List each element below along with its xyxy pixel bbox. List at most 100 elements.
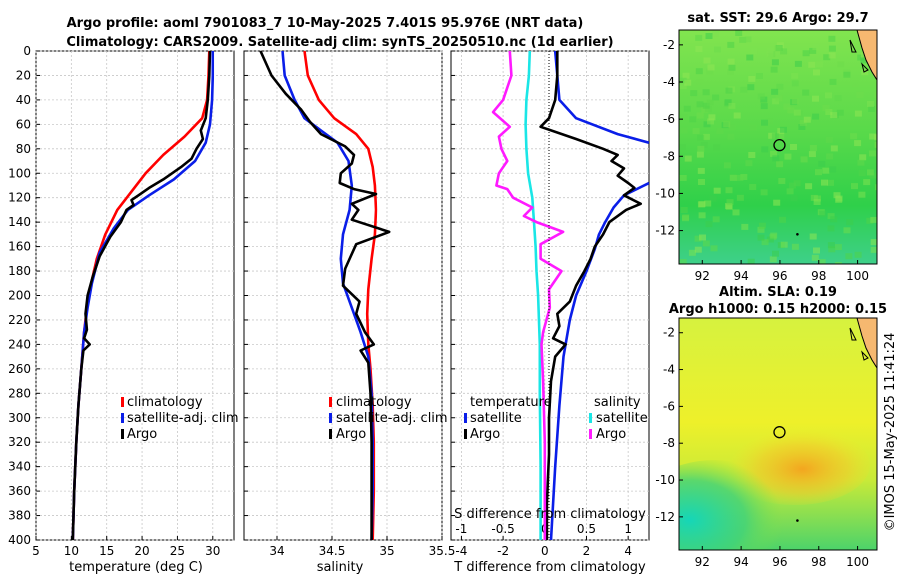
sst-texture-cell: [727, 68, 734, 75]
sst-texture-cell: [822, 167, 830, 174]
x-tick-label: 20: [134, 544, 149, 558]
sst-texture-cell: [825, 109, 833, 115]
sst-texture-cell: [766, 236, 774, 243]
sst-texture-cell: [690, 90, 698, 97]
sst-texture-cell: [800, 156, 808, 163]
sst-texture-cell: [703, 57, 711, 64]
map-y-tick-label: -2: [663, 38, 675, 52]
sst-texture-cell: [704, 200, 712, 207]
y-tick-label: 60: [16, 117, 31, 131]
sst-texture-cell: [766, 50, 774, 57]
sst-texture-cell: [740, 174, 748, 180]
x-tick-label: -4: [455, 544, 467, 558]
sst-texture-cell: [834, 262, 842, 264]
sst-texture-cell: [776, 161, 784, 168]
y-tick-label: 340: [8, 460, 31, 474]
map-y-tick-label: -8: [663, 436, 675, 450]
sst-texture-cell: [851, 183, 858, 190]
sst-texture-cell: [770, 232, 778, 239]
legend-swatch-climatology: [121, 397, 124, 407]
x-tick-label: 34: [269, 544, 284, 558]
small-island-dot: [796, 232, 799, 236]
sst-texture-cell: [771, 59, 779, 66]
sla-map: Altim. SLA: 0.19 Argo h1000: 0.15 h2000:…: [655, 285, 887, 569]
sst-texture-cell: [778, 178, 786, 184]
sst-texture-cell: [780, 48, 788, 55]
map-y-tick-label: -10: [655, 473, 675, 487]
sst-texture-cell: [766, 47, 774, 54]
sst-texture-cell: [809, 145, 817, 151]
temperature-panel: 0 20 40 60 80 100 120 140 160 180 200 220 240 260 280 3…: [8, 44, 239, 575]
legend-swatch-satellite: [329, 413, 332, 423]
map-x-tick-label: 96: [772, 555, 787, 569]
sst-texture-cell: [766, 118, 773, 125]
top-x-tick-label: 0.5: [577, 522, 596, 536]
sst-texture-cell: [736, 174, 744, 181]
legend-label-climatology: climatology: [127, 395, 203, 410]
small-island-dot: [796, 519, 799, 522]
temperature-xlabel: temperature (deg C): [69, 560, 203, 575]
y-tick-label: 200: [8, 289, 31, 303]
y-tick-label: 0: [23, 44, 31, 58]
y-tick-label: 220: [8, 313, 31, 327]
legend-label-argo: Argo: [127, 427, 157, 442]
sst-texture-cell: [870, 216, 877, 223]
sst-texture-cell: [769, 256, 777, 263]
legend-swatch-s-satellite: [589, 413, 592, 423]
difference-legend: temperature satellite Argo salinity sate…: [464, 395, 648, 442]
sst-texture-cell: [815, 169, 822, 176]
sla-map-frame: [678, 317, 878, 551]
sst-texture-cell: [869, 150, 876, 157]
figure-title-line2: Climatology: CARS2009. Satellite-adj cli…: [66, 35, 613, 50]
land-sumatra: [857, 30, 877, 80]
sst-texture-cell: [790, 144, 797, 150]
y-tick-label: 320: [8, 435, 31, 449]
sst-texture-cell: [830, 216, 838, 223]
legend-title-temperature: temperature: [470, 395, 552, 410]
sst-texture-cell: [813, 69, 820, 76]
legend-title-salinity: salinity: [594, 395, 641, 410]
legend-label-satellite: satellite-adj. clim: [127, 411, 239, 426]
sst-texture-cell: [810, 194, 818, 201]
y-tick-label: 360: [8, 484, 31, 498]
y-tick-label: 160: [8, 240, 31, 254]
sst-texture-cell: [729, 175, 737, 181]
sst-texture-cell: [870, 246, 877, 253]
sst-texture-cell: [684, 79, 692, 86]
sst-texture-cell: [702, 89, 710, 96]
sst-texture-cell: [799, 119, 807, 126]
sst-texture-cell: [761, 119, 768, 126]
map-y-tick-label: -4: [663, 363, 675, 377]
sst-texture-cell: [809, 47, 817, 54]
sst-texture-cell: [861, 69, 869, 76]
y-tick-label: 20: [16, 68, 31, 82]
sst-texture-cell: [707, 118, 714, 125]
sst-texture-cell: [866, 169, 874, 176]
sst-texture-cell: [869, 133, 877, 140]
sst-texture-cell: [852, 80, 860, 87]
legend-label-t-argo: Argo: [470, 427, 500, 442]
sst-texture-cell: [679, 175, 687, 181]
sst-texture-cell: [747, 84, 755, 91]
sst-texture-cell: [835, 196, 843, 203]
sst-texture-cell: [819, 210, 827, 217]
sst-texture-cell: [760, 189, 768, 196]
sst-texture-cell: [870, 239, 877, 246]
sst-texture-cell: [682, 72, 690, 79]
y-tick-label: 140: [8, 215, 31, 229]
sst-map: sat. SST: 29.6 Argo: 29.7 92 94 96 98 100 -2 -…: [655, 11, 878, 283]
x-tick-label: 4: [624, 544, 632, 558]
sst-map-title: sat. SST: 29.6 Argo: 29.7: [687, 11, 868, 26]
sst-texture-cell: [706, 99, 714, 106]
coastline: [856, 30, 877, 81]
sst-texture-cell: [679, 144, 686, 150]
sst-texture-cell: [802, 50, 810, 57]
sst-texture-cell: [713, 187, 721, 194]
sst-texture-cell: [705, 221, 713, 228]
sst-texture-cell: [705, 33, 713, 39]
imos-credit: ©IMOS 15-May-2025 11:41:24: [883, 333, 898, 532]
sst-texture-cell: [697, 134, 705, 141]
sst-texture-cell: [784, 153, 792, 160]
sst-texture-cell: [843, 227, 851, 234]
x-tick-label: 2: [583, 544, 591, 558]
